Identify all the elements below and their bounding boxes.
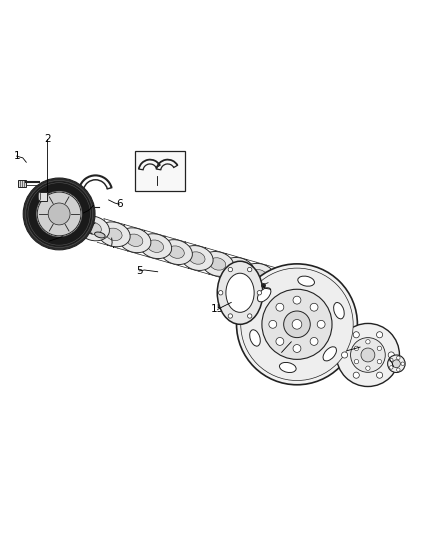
Circle shape — [310, 303, 318, 311]
Circle shape — [284, 311, 310, 337]
Text: 14: 14 — [150, 181, 163, 190]
Ellipse shape — [230, 264, 247, 276]
Ellipse shape — [313, 287, 329, 300]
Circle shape — [388, 352, 394, 358]
Bar — [18, 180, 26, 187]
Text: 6: 6 — [116, 199, 123, 209]
Circle shape — [247, 268, 252, 272]
Circle shape — [366, 366, 370, 370]
Ellipse shape — [250, 330, 260, 346]
Circle shape — [310, 337, 318, 345]
Ellipse shape — [226, 273, 254, 312]
Text: 16: 16 — [264, 284, 277, 294]
Text: 19: 19 — [387, 361, 400, 372]
Ellipse shape — [243, 263, 276, 288]
Circle shape — [377, 372, 383, 378]
Circle shape — [389, 366, 393, 369]
Ellipse shape — [251, 270, 267, 282]
Ellipse shape — [223, 257, 254, 282]
Circle shape — [262, 289, 332, 359]
Circle shape — [396, 368, 400, 372]
Text: 5: 5 — [136, 266, 143, 276]
Circle shape — [37, 192, 81, 236]
Ellipse shape — [168, 246, 184, 259]
Circle shape — [257, 290, 261, 295]
Circle shape — [292, 319, 302, 329]
Ellipse shape — [285, 275, 317, 300]
Ellipse shape — [272, 276, 288, 288]
Text: 4: 4 — [108, 240, 115, 251]
Ellipse shape — [189, 252, 205, 264]
Circle shape — [241, 268, 353, 381]
Ellipse shape — [201, 252, 234, 277]
Circle shape — [392, 360, 400, 368]
Circle shape — [317, 320, 325, 328]
Ellipse shape — [98, 222, 130, 247]
Text: 18: 18 — [341, 345, 354, 356]
Ellipse shape — [77, 216, 110, 241]
Circle shape — [377, 332, 383, 338]
Ellipse shape — [85, 222, 101, 235]
Ellipse shape — [119, 228, 151, 253]
Circle shape — [353, 372, 359, 378]
Circle shape — [361, 348, 375, 362]
Circle shape — [269, 320, 277, 328]
Circle shape — [354, 346, 359, 351]
Ellipse shape — [334, 303, 344, 319]
Circle shape — [350, 337, 385, 373]
Circle shape — [377, 359, 381, 364]
Circle shape — [353, 332, 359, 338]
Circle shape — [389, 358, 393, 362]
Text: 2: 2 — [44, 134, 51, 144]
Circle shape — [237, 264, 357, 385]
Ellipse shape — [279, 362, 296, 373]
Ellipse shape — [139, 234, 172, 259]
Circle shape — [276, 303, 284, 311]
Ellipse shape — [305, 281, 338, 306]
Bar — [39, 192, 47, 201]
Circle shape — [228, 314, 233, 318]
Circle shape — [36, 191, 82, 237]
Circle shape — [342, 352, 348, 358]
Ellipse shape — [298, 276, 314, 286]
Circle shape — [354, 359, 359, 364]
Circle shape — [276, 337, 284, 345]
Circle shape — [377, 346, 381, 351]
Ellipse shape — [264, 269, 296, 294]
Bar — [135, 151, 185, 191]
Text: 1: 1 — [13, 151, 20, 161]
Ellipse shape — [210, 258, 226, 270]
Circle shape — [336, 324, 399, 386]
Ellipse shape — [217, 261, 263, 324]
Circle shape — [366, 340, 370, 344]
Ellipse shape — [95, 232, 105, 238]
Ellipse shape — [127, 234, 143, 246]
Circle shape — [23, 178, 95, 250]
Ellipse shape — [293, 281, 309, 294]
Circle shape — [26, 181, 92, 247]
Text: 17: 17 — [275, 348, 288, 357]
Circle shape — [219, 290, 223, 295]
Ellipse shape — [160, 240, 192, 264]
Circle shape — [48, 203, 70, 225]
Circle shape — [293, 296, 301, 304]
Ellipse shape — [258, 288, 271, 302]
Text: 11: 11 — [77, 208, 90, 218]
Circle shape — [396, 356, 400, 359]
Circle shape — [247, 314, 252, 318]
Circle shape — [388, 355, 405, 373]
Ellipse shape — [148, 240, 163, 253]
Ellipse shape — [38, 192, 41, 201]
Ellipse shape — [181, 246, 213, 270]
Text: 15: 15 — [211, 304, 224, 314]
Text: 3: 3 — [46, 236, 53, 246]
Circle shape — [293, 344, 301, 352]
Ellipse shape — [323, 347, 336, 361]
Ellipse shape — [106, 228, 122, 240]
Circle shape — [401, 362, 404, 366]
Circle shape — [228, 268, 233, 272]
